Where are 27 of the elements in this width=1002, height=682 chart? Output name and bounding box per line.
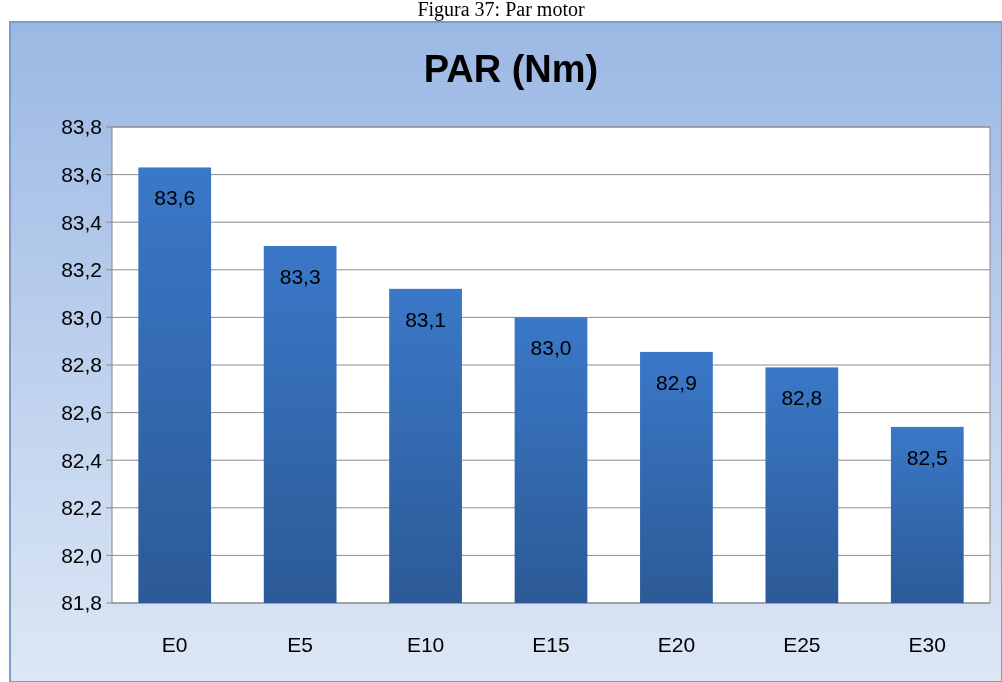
y-tick-label: 83,8 (61, 115, 102, 139)
data-label: 83,0 (530, 336, 572, 360)
data-label: 83,6 (154, 186, 196, 210)
y-tick-label: 82,8 (61, 353, 102, 377)
y-tick-label: 82,4 (61, 448, 103, 472)
x-tick-label: E5 (287, 633, 313, 656)
data-label: 82,8 (781, 386, 823, 410)
x-tick-label: E20 (657, 633, 696, 656)
text: Figura 37: Par motor (417, 0, 585, 21)
data-label: 82,9 (655, 370, 697, 394)
x-tick-label: E0 (161, 633, 188, 656)
y-tick-label: 83,6 (61, 162, 102, 186)
y-tick-label: 83,2 (61, 258, 102, 282)
y-tick-label: 82,6 (61, 400, 102, 424)
y-tick-label: 82,2 (61, 496, 102, 520)
data-label: 82,5 (906, 445, 948, 469)
x-tick-label: E10 (406, 633, 445, 656)
data-label: 83,1 (405, 307, 447, 331)
x-tick-label: E30 (908, 633, 946, 656)
y-tick-label: 83,0 (61, 305, 102, 329)
x-tick-label: E25 (783, 633, 821, 656)
y-tick-label: 82,0 (61, 543, 102, 567)
data-label: 83,3 (279, 265, 321, 288)
y-tick-label: 81,8 (61, 591, 102, 615)
x-tick-label: E15 (532, 633, 570, 656)
y-tick-label: 83,4 (61, 210, 103, 234)
chart-title: PAR (Nm) (423, 48, 599, 90)
